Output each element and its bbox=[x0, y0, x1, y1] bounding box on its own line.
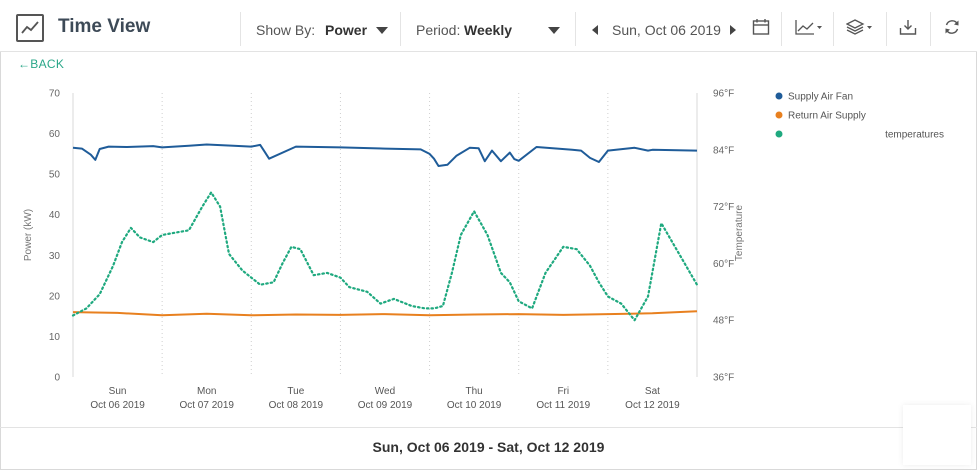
y-tick-label: 20 bbox=[49, 291, 61, 302]
x-tick-day: Mon bbox=[197, 386, 216, 397]
x-tick-date: Oct 07 2019 bbox=[179, 400, 234, 411]
y2-tick-label: 96°F bbox=[713, 89, 734, 100]
x-tick-date: Oct 12 2019 bbox=[625, 400, 680, 411]
empty-corner-panel bbox=[903, 405, 971, 465]
time-series-chart: 0 10 20 30 40 50 60 70 36°F 48°F 60°F 72°F 84°F 96°F… bbox=[23, 89, 944, 412]
x-tick-day: Sun bbox=[109, 386, 127, 397]
y2-tick-label: 84°F bbox=[713, 145, 734, 156]
legend-marker bbox=[775, 92, 783, 100]
y-tick-label: 70 bbox=[49, 89, 61, 100]
toolbar-divider bbox=[240, 12, 241, 46]
series-line-temperatures bbox=[71, 191, 699, 322]
line-chart-app-icon bbox=[16, 14, 44, 42]
toolbar-divider bbox=[833, 12, 834, 46]
show-by-select[interactable]: Power bbox=[325, 22, 368, 38]
period-chevron-down-icon[interactable] bbox=[548, 27, 560, 34]
chart-type-icon[interactable] bbox=[795, 18, 823, 41]
legend-label: Supply Air Fan bbox=[788, 92, 853, 103]
y-axis-label: Power (kW) bbox=[23, 209, 34, 261]
previous-date-icon[interactable] bbox=[592, 25, 598, 35]
x-tick-day: Sat bbox=[645, 386, 660, 397]
x-tick-day: Thu bbox=[466, 386, 483, 397]
y-tick-label: 0 bbox=[54, 373, 60, 384]
x-tick-date: Oct 08 2019 bbox=[269, 400, 324, 411]
download-icon[interactable] bbox=[899, 18, 917, 41]
x-tick-day: Wed bbox=[375, 386, 395, 397]
period-label: Period: bbox=[416, 22, 461, 38]
toolbar-divider bbox=[886, 12, 887, 46]
series-line-supply-air-fan bbox=[72, 143, 698, 167]
y-tick-label: 50 bbox=[49, 170, 61, 181]
x-tick-date: Oct 11 2019 bbox=[536, 400, 590, 411]
calendar-icon[interactable] bbox=[752, 18, 770, 41]
toolbar-divider bbox=[781, 12, 782, 46]
y-tick-label: 40 bbox=[49, 210, 61, 221]
y2-tick-label: 72°F bbox=[713, 202, 734, 213]
legend-label: Return Air Supply bbox=[788, 111, 866, 122]
x-tick-day: Tue bbox=[287, 386, 304, 397]
next-date-icon[interactable] bbox=[730, 25, 736, 35]
legend-label: temperatures bbox=[885, 130, 944, 141]
x-tick-date: Oct 09 2019 bbox=[358, 400, 413, 411]
toolbar-divider bbox=[575, 12, 576, 46]
refresh-icon[interactable] bbox=[943, 18, 961, 41]
x-tick-date: Oct 10 2019 bbox=[447, 400, 502, 411]
period-select[interactable]: Weekly bbox=[464, 22, 512, 38]
y-tick-label: 60 bbox=[49, 129, 61, 140]
x-tick-day: Fri bbox=[557, 386, 569, 397]
toolbar: Time View Show By: Power Period: Weekly … bbox=[0, 0, 977, 52]
page-title: Time View bbox=[58, 16, 151, 37]
y2-tick-label: 60°F bbox=[713, 259, 734, 270]
date-range-text: Sun, Oct 06 2019 - Sat, Oct 12 2019 bbox=[372, 439, 605, 455]
y2-tick-label: 36°F bbox=[713, 373, 734, 384]
show-by-chevron-down-icon[interactable] bbox=[376, 27, 388, 34]
toolbar-divider bbox=[930, 12, 931, 46]
date-range-footer bbox=[0, 427, 977, 470]
y-tick-label: 30 bbox=[49, 251, 61, 262]
toolbar-divider bbox=[400, 12, 401, 46]
series-line-return-air-supply bbox=[72, 310, 698, 317]
show-by-label: Show By: bbox=[256, 22, 316, 38]
y2-axis-label: Temperature bbox=[734, 204, 745, 261]
current-date[interactable]: Sun, Oct 06 2019 bbox=[612, 22, 721, 38]
x-tick-date: Oct 06 2019 bbox=[90, 400, 145, 411]
layers-icon[interactable] bbox=[845, 18, 874, 41]
legend-marker bbox=[775, 111, 783, 119]
y-tick-label: 10 bbox=[49, 332, 61, 343]
y2-tick-label: 48°F bbox=[713, 316, 734, 327]
back-link[interactable]: ←BACK bbox=[18, 57, 65, 71]
legend-marker bbox=[775, 130, 783, 138]
